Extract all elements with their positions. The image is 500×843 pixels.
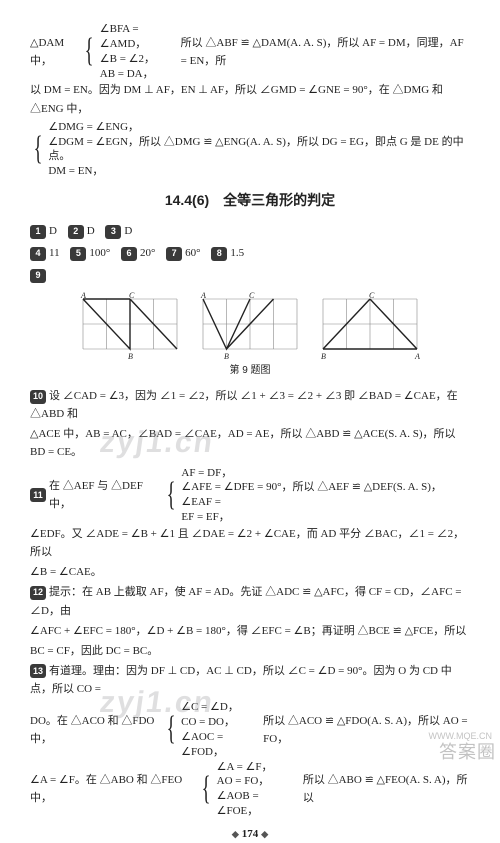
badge-3: 3	[105, 225, 121, 239]
svg-text:C: C	[129, 291, 135, 300]
figures-row: A B C A B C A B C	[30, 291, 470, 361]
svg-text:A: A	[200, 291, 206, 300]
q11-tail-b: ∠B = ∠CAE。	[30, 563, 470, 581]
brace-content: ∠DMG = ∠ENG， ∠DGM = ∠EGN，所以 △DMG ≌ △ENG(…	[48, 120, 470, 179]
answers-row-2: 411 5100° 620° 760° 81.5	[30, 244, 470, 262]
answers-row-3: 9	[30, 266, 470, 284]
badge-10: 10	[30, 390, 46, 404]
brace-icon: {	[202, 775, 211, 804]
page-number: 174	[30, 825, 470, 843]
brace-icon: {	[34, 135, 43, 164]
svg-text:A: A	[80, 291, 86, 300]
badge-4: 4	[30, 247, 46, 261]
brace-icon: {	[167, 481, 176, 510]
proof-block-1: △DAM 中， { ∠BFA = ∠AMD， ∠B = ∠2， AB = DA，…	[30, 22, 470, 81]
badge-8: 8	[211, 247, 227, 261]
q12-b: ∠AFC + ∠EFC = 180°，∠D + ∠B = 180°，得 ∠EFC…	[30, 622, 470, 640]
answers-row-1: 1D 2D 3D	[30, 222, 470, 240]
svg-text:C: C	[249, 291, 255, 300]
q12-c: BC = CF，因此 DC = BC。	[30, 642, 470, 660]
q13-row1: DO。在 △ACO 和 △FDO 中， { ∠C = ∠D， CO = DO， …	[30, 700, 470, 759]
badge-13: 13	[30, 664, 46, 678]
badge-1: 1	[30, 225, 46, 239]
brace-content: ∠BFA = ∠AMD， ∠B = ∠2， AB = DA，	[100, 22, 177, 81]
badge-5: 5	[70, 247, 86, 261]
badge-12: 12	[30, 586, 46, 600]
q13-row2: ∠A = ∠F。在 △ABO 和 △FEO 中， { ∠A = ∠F， AO =…	[30, 760, 470, 819]
figure-caption: 第 9 题图	[30, 363, 470, 380]
figure-3: A B C	[315, 291, 425, 361]
q12-a: 12提示：在 AB 上截取 AF，使 AF = AD。先证 △ADC ≌ △AF…	[30, 583, 470, 619]
svg-text:A: A	[414, 352, 420, 361]
brace-content: ∠A = ∠F， AO = FO， ∠AOB = ∠FOE，	[217, 760, 299, 819]
block1-suffix: 所以 △ABF ≌ △DAM(A. A. S)，所以 AF = DM，同理，AF…	[181, 34, 470, 70]
q11-row: 11 在 △AEF 与 △DEF 中， { AF = DF， ∠AFE = ∠D…	[30, 466, 470, 525]
brace-content: ∠C = ∠D， CO = DO， ∠AOC = ∠FOD，	[181, 700, 259, 759]
svg-text:B: B	[224, 352, 229, 361]
brace-icon: {	[166, 715, 175, 744]
proof-block-1b: { ∠DMG = ∠ENG， ∠DGM = ∠EGN，所以 △DMG ≌ △EN…	[30, 120, 470, 179]
badge-11: 11	[30, 488, 46, 502]
figure-2: A B C	[195, 291, 305, 361]
badge-9: 9	[30, 269, 46, 283]
q11-tail-a: ∠EDF。又 ∠ADE = ∠B + ∠1 且 ∠DAE = ∠2 + ∠CAE…	[30, 525, 470, 561]
q11-prefix: 在 △AEF 与 △DEF 中，	[49, 477, 163, 513]
svg-text:B: B	[128, 352, 133, 361]
q10-line-a: 10设 ∠CAD = ∠3，因为 ∠1 = ∠2，所以 ∠1 + ∠3 = ∠2…	[30, 387, 470, 423]
q13-a: 13有道理。理由：因为 DF ⊥ CD，AC ⊥ CD，所以 ∠C = ∠D =…	[30, 662, 470, 698]
svg-text:C: C	[369, 291, 375, 300]
block1-tail: 以 DM = EN。因为 DM ⊥ AF，EN ⊥ AF，所以 ∠GMD = ∠…	[30, 81, 470, 117]
section-title: 14.4(6) 全等三角形的判定	[30, 189, 470, 212]
figure-1: A B C	[75, 291, 185, 361]
q10-line-b: △ACE 中，AB = AC，∠BAD = ∠CAE，AD = AE，所以 △A…	[30, 425, 470, 461]
badge-6: 6	[121, 247, 137, 261]
svg-text:B: B	[321, 352, 326, 361]
brace-icon: {	[85, 37, 94, 66]
badge-2: 2	[68, 225, 84, 239]
block1-prefix: △DAM 中，	[30, 34, 81, 70]
corner-brand: 答案圈	[439, 738, 496, 768]
brace-content: AF = DF， ∠AFE = ∠DFE = 90°，所以 △AEF ≌ △DE…	[181, 466, 470, 525]
badge-7: 7	[166, 247, 182, 261]
